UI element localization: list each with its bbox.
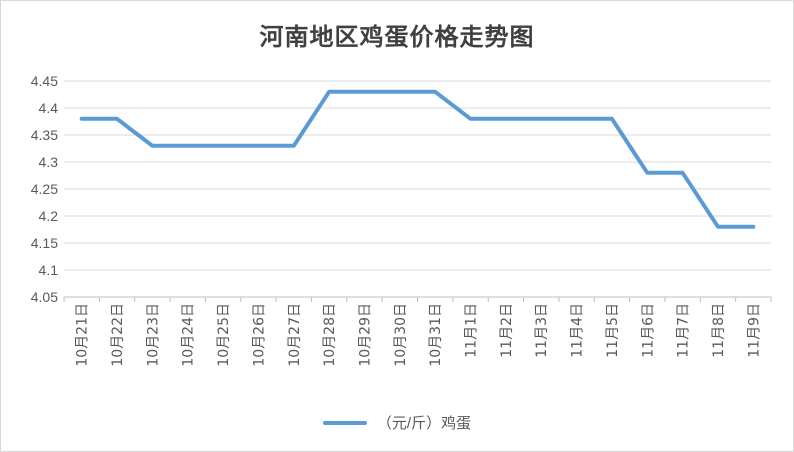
- legend-swatch: [322, 420, 367, 425]
- data-point: [221, 144, 225, 148]
- data-point: [115, 117, 119, 121]
- data-point: [751, 225, 755, 229]
- x-tick-label: 10月28日: [322, 303, 338, 367]
- x-tick-label: 11月6日: [640, 303, 656, 358]
- y-tick-label: 4.15: [31, 235, 58, 251]
- legend-label: （元/斤）鸡蛋: [376, 415, 472, 432]
- data-point: [539, 117, 543, 121]
- x-tick-label: 11月7日: [676, 303, 692, 358]
- x-tick-label: 10月22日: [110, 303, 126, 367]
- x-tick-label: 10月30日: [393, 303, 409, 367]
- data-point: [186, 144, 190, 148]
- data-point: [469, 117, 473, 121]
- x-tick-label: 10月25日: [216, 303, 232, 367]
- data-point: [256, 144, 260, 148]
- x-tick-label: 11月3日: [534, 303, 550, 358]
- x-tick-label: 11月5日: [605, 303, 621, 358]
- data-point: [327, 90, 331, 94]
- y-tick-label: 4.3: [39, 154, 59, 170]
- x-tick-label: 10月24日: [181, 303, 197, 367]
- x-tick-label: 11月9日: [746, 303, 762, 358]
- data-point: [362, 90, 366, 94]
- x-tick-label: 11月1日: [464, 303, 480, 358]
- series-line: [79, 89, 756, 229]
- data-point: [504, 117, 508, 121]
- y-tick-label: 4.35: [31, 127, 58, 143]
- x-tick-label: 10月21日: [75, 303, 91, 367]
- data-point: [681, 171, 685, 175]
- data-point: [575, 117, 579, 121]
- x-tick-label: 10月26日: [251, 303, 267, 367]
- y-tick-label: 4.45: [31, 73, 58, 89]
- data-point: [292, 144, 296, 148]
- data-point: [645, 171, 649, 175]
- chart-title: 河南地区鸡蛋价格走势图: [259, 22, 535, 51]
- x-tick-label: 10月29日: [357, 303, 373, 367]
- x-tick-label: 11月8日: [711, 303, 727, 358]
- x-tick-label: 10月23日: [145, 303, 161, 367]
- data-point: [433, 90, 437, 94]
- data-point: [150, 144, 154, 148]
- data-point: [610, 117, 614, 121]
- y-tick-label: 4.05: [31, 289, 58, 305]
- x-tick-label: 11月2日: [499, 303, 515, 358]
- y-tick-label: 4.2: [39, 208, 59, 224]
- x-tick-label: 10月27日: [287, 303, 303, 367]
- y-tick-label: 4.4: [39, 100, 59, 116]
- chart-legend: （元/斤）鸡蛋: [1, 412, 793, 433]
- data-point: [716, 225, 720, 229]
- y-tick-label: 4.1: [39, 262, 59, 278]
- y-tick-label: 4.25: [31, 181, 58, 197]
- x-tick-label: 11月4日: [570, 303, 586, 358]
- data-point: [80, 117, 84, 121]
- x-tick-label: 10月31日: [428, 303, 444, 367]
- data-point: [398, 90, 402, 94]
